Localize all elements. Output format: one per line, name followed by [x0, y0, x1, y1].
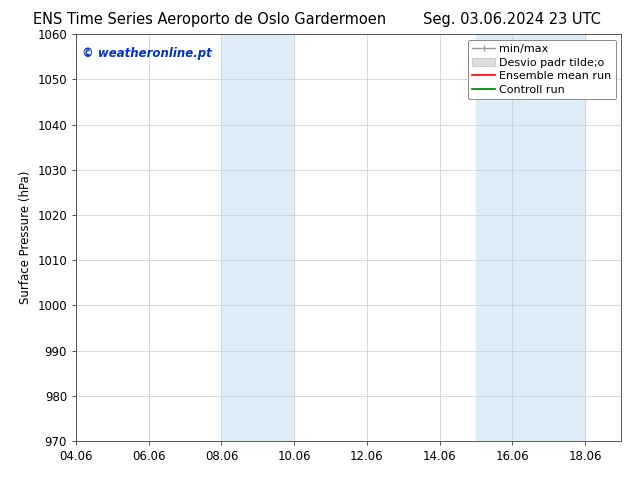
Legend: min/max, Desvio padr tilde;o, Ensemble mean run, Controll run: min/max, Desvio padr tilde;o, Ensemble m… — [468, 40, 616, 99]
Y-axis label: Surface Pressure (hPa): Surface Pressure (hPa) — [19, 171, 32, 304]
Text: © weatheronline.pt: © weatheronline.pt — [82, 47, 211, 59]
Bar — [221, 34, 294, 441]
Bar — [476, 34, 585, 441]
Text: ENS Time Series Aeroporto de Oslo Gardermoen        Seg. 03.06.2024 23 UTC: ENS Time Series Aeroporto de Oslo Garder… — [33, 12, 601, 27]
